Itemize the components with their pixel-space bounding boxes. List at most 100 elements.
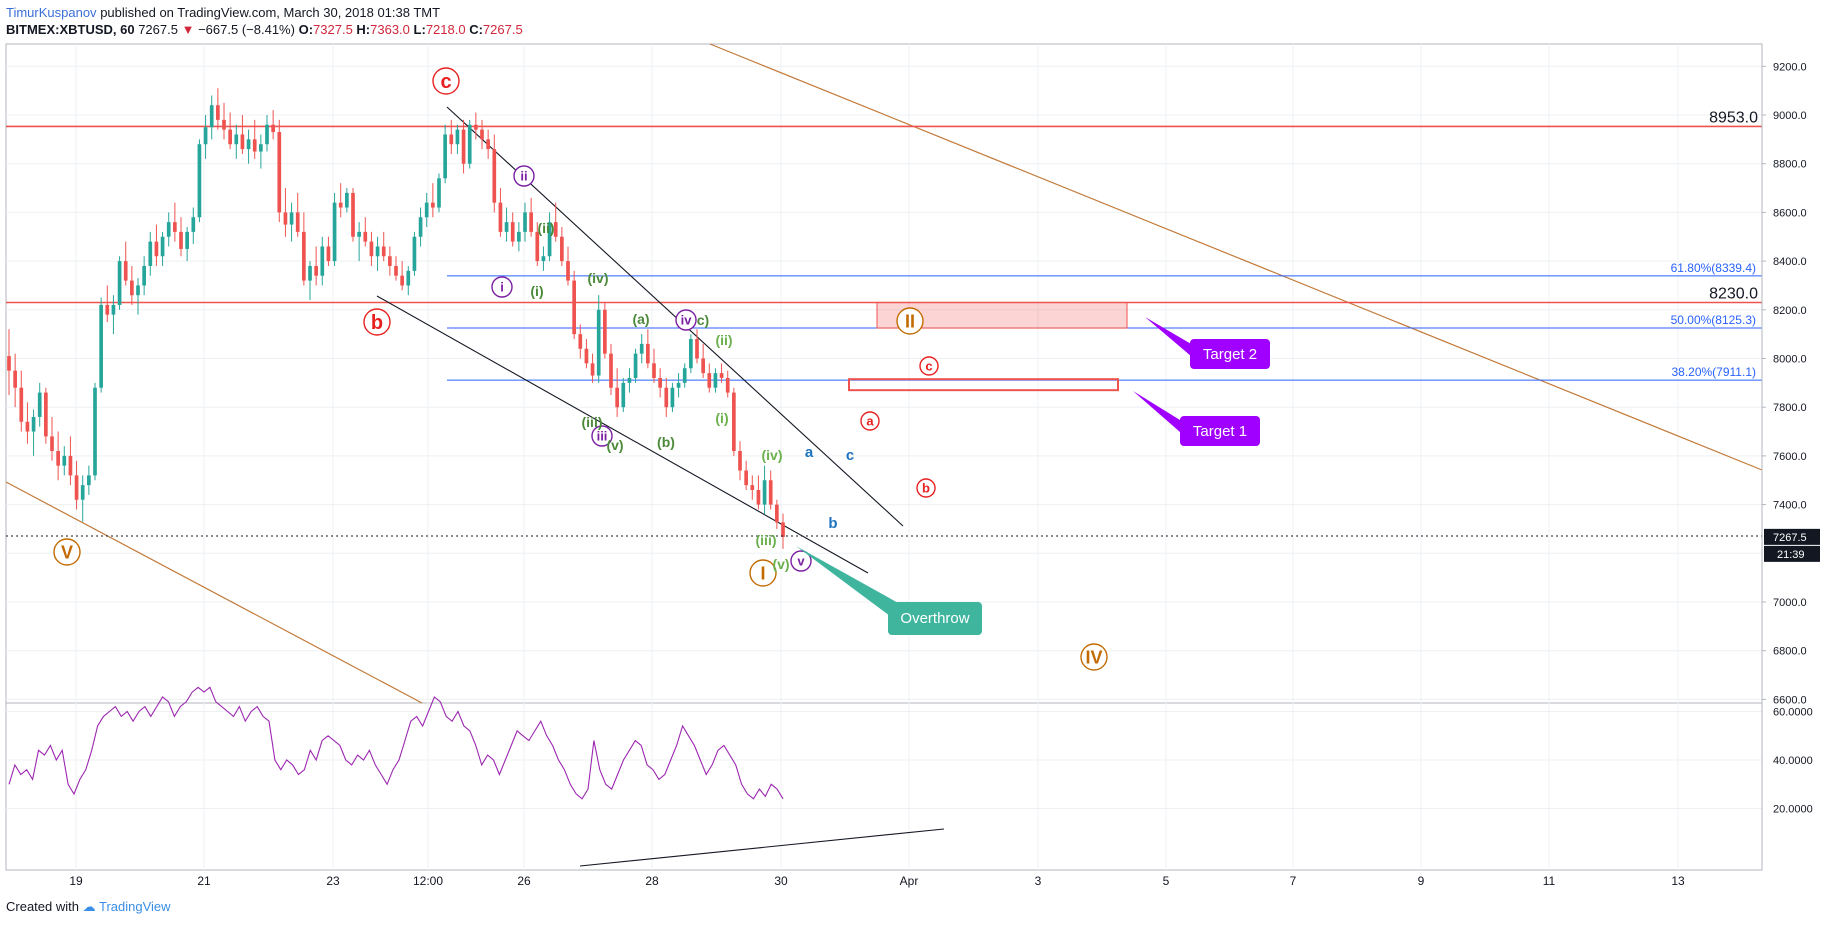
candle-body[interactable] xyxy=(25,421,30,432)
candle-body[interactable] xyxy=(517,231,521,242)
candle-body[interactable] xyxy=(308,265,312,281)
candle-body[interactable] xyxy=(572,280,576,335)
candle-body[interactable] xyxy=(732,392,736,452)
candle-body[interactable] xyxy=(74,475,79,500)
target-1-callout-box[interactable] xyxy=(1180,416,1260,446)
candle-body[interactable] xyxy=(345,192,349,208)
candle-body[interactable] xyxy=(529,212,533,232)
candle-body[interactable] xyxy=(191,217,196,232)
candle-body[interactable] xyxy=(547,222,552,257)
target-2-callout-box[interactable] xyxy=(1190,339,1270,369)
candle-body[interactable] xyxy=(203,127,208,145)
candle-body[interactable] xyxy=(781,522,785,537)
candle-body[interactable] xyxy=(418,217,423,237)
candle-body[interactable] xyxy=(633,353,638,378)
candle-body[interactable] xyxy=(498,202,503,232)
candle-body[interactable] xyxy=(80,485,85,500)
candle-body[interactable] xyxy=(302,231,306,281)
rsi-trendline[interactable] xyxy=(579,828,945,867)
candle-body[interactable] xyxy=(277,132,282,213)
candle-body[interactable] xyxy=(351,192,355,237)
candle-body[interactable] xyxy=(154,241,159,257)
candle-body[interactable] xyxy=(185,231,189,249)
candle-body[interactable] xyxy=(504,222,509,232)
tradingview-link[interactable]: TradingView xyxy=(99,899,171,914)
candle-body[interactable] xyxy=(222,119,226,130)
candle-body[interactable] xyxy=(375,246,380,257)
candle-body[interactable] xyxy=(130,280,134,296)
candle-body[interactable] xyxy=(480,129,484,140)
candle-body[interactable] xyxy=(252,139,257,152)
candle-body[interactable] xyxy=(744,470,748,486)
candle-body[interactable] xyxy=(596,309,601,376)
candle-body[interactable] xyxy=(388,256,392,266)
candle-body[interactable] xyxy=(603,309,607,354)
candle-body[interactable] xyxy=(13,370,17,388)
candle-body[interactable] xyxy=(363,231,368,242)
candle-body[interactable] xyxy=(271,124,275,133)
candle-body[interactable] xyxy=(762,480,767,505)
candle-body[interactable] xyxy=(424,202,429,218)
candle-body[interactable] xyxy=(541,256,546,262)
candle-body[interactable] xyxy=(99,304,103,388)
candle-body[interactable] xyxy=(412,236,417,271)
candle-body[interactable] xyxy=(338,202,343,208)
candle-body[interactable] xyxy=(320,246,325,276)
candle-body[interactable] xyxy=(443,134,447,179)
candle-body[interactable] xyxy=(627,377,632,383)
candle-body[interactable] xyxy=(240,134,245,150)
candle-body[interactable] xyxy=(689,339,693,369)
symbol-label[interactable]: BITMEX:XBTUSD, 60 xyxy=(6,22,135,37)
candle-body[interactable] xyxy=(93,387,97,476)
candle-body[interactable] xyxy=(105,304,110,315)
candle-body[interactable] xyxy=(578,334,583,349)
candle-body[interactable] xyxy=(437,178,441,208)
candle-body[interactable] xyxy=(725,377,730,393)
candle-body[interactable] xyxy=(265,124,269,145)
candle-body[interactable] xyxy=(756,489,761,505)
channel-lower-line[interactable] xyxy=(5,481,423,704)
target-1-zone[interactable] xyxy=(848,378,1119,392)
candle-body[interactable] xyxy=(357,231,361,237)
candle-body[interactable] xyxy=(228,129,232,145)
candle-body[interactable] xyxy=(326,246,331,262)
candle-body[interactable] xyxy=(400,275,404,286)
candle-body[interactable] xyxy=(510,222,515,242)
candle-body[interactable] xyxy=(142,265,146,286)
candle-body[interactable] xyxy=(246,139,251,150)
candle-body[interactable] xyxy=(584,348,589,364)
candle-body[interactable] xyxy=(68,455,73,476)
candle-body[interactable] xyxy=(369,241,374,257)
candle-body[interactable] xyxy=(590,363,595,376)
candle-body[interactable] xyxy=(560,236,564,262)
candle-body[interactable] xyxy=(406,270,411,286)
candle-body[interactable] xyxy=(289,212,294,225)
candle-body[interactable] xyxy=(658,377,662,388)
candle-body[interactable] xyxy=(431,202,435,208)
candle-body[interactable] xyxy=(31,416,36,432)
candle-body[interactable] xyxy=(750,485,755,490)
candle-body[interactable] xyxy=(50,436,54,452)
candle-body[interactable] xyxy=(664,387,669,408)
overthrow-callout[interactable]: Overthrow xyxy=(796,546,982,635)
candle-body[interactable] xyxy=(148,241,153,266)
candle-body[interactable] xyxy=(160,236,165,257)
candle-body[interactable] xyxy=(461,129,466,164)
candle-body[interactable] xyxy=(295,212,300,232)
candle-body[interactable] xyxy=(259,144,263,152)
channel-upper-line[interactable] xyxy=(709,43,1763,471)
candle-body[interactable] xyxy=(394,265,398,276)
candle-body[interactable] xyxy=(738,451,742,471)
candle-body[interactable] xyxy=(197,144,202,218)
candle-body[interactable] xyxy=(713,373,718,388)
candle-body[interactable] xyxy=(566,261,570,281)
candle-body[interactable] xyxy=(474,124,478,130)
rsi-line[interactable] xyxy=(8,686,784,800)
candle-body[interactable] xyxy=(234,134,239,145)
candle-body[interactable] xyxy=(553,222,558,237)
candle-body[interactable] xyxy=(695,339,699,359)
candle-body[interactable] xyxy=(719,373,724,378)
author-link[interactable]: TimurKuspanov xyxy=(6,5,97,20)
candle-body[interactable] xyxy=(283,212,288,225)
